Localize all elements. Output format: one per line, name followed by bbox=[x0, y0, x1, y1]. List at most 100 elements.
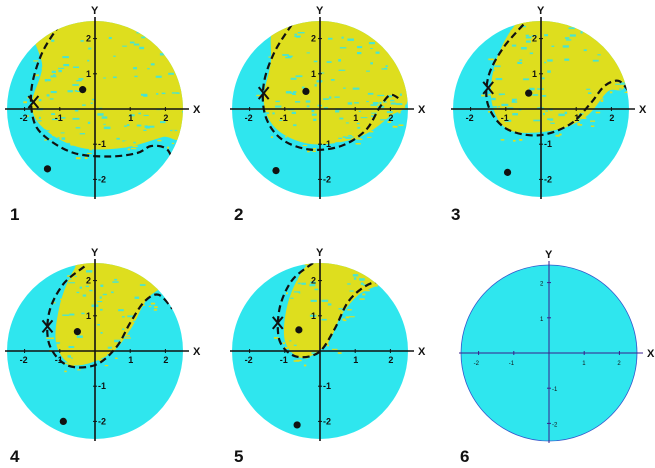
panel-5: -2 -1 1 2 2 1 -1 -2 X Y 5 bbox=[230, 247, 426, 466]
panel-5-x-tick-label: 1 bbox=[353, 355, 358, 365]
panel-2-disk-layer: -2 -1 1 2 2 1 -1 -2 X Y bbox=[230, 5, 426, 199]
panel-1-x-tick-label: -1 bbox=[55, 113, 63, 123]
panel-6-disk-layer: -2 -1 1 2 2 1 -1 -2 X Y bbox=[459, 249, 655, 443]
panel-6-y-axis-label: Y bbox=[545, 249, 553, 261]
panel-2-x-tick-label: -1 bbox=[280, 113, 288, 123]
panel-5-y-tick-label: 2 bbox=[311, 276, 316, 286]
panel-4-saddle-cross bbox=[41, 319, 54, 334]
panel-4-attractor-upper bbox=[73, 328, 81, 336]
panel-1-separatrix-curve bbox=[29, 23, 178, 170]
panel-6: -2 -1 1 2 2 1 -1 -2 X Y 6 bbox=[459, 249, 655, 466]
panel-3-x-tick-label: -1 bbox=[501, 113, 509, 123]
panel-1: -2 -1 1 2 2 1 -1 -2 X Y 1 bbox=[5, 5, 201, 224]
panel-2-x-tick-label: 1 bbox=[353, 113, 358, 123]
panel-4-speckle-outer bbox=[46, 263, 183, 373]
panel-4-y-tick-label: -1 bbox=[98, 381, 106, 391]
panel-3-x-axis-label: X bbox=[639, 104, 647, 116]
panel-4-yellow-region bbox=[55, 263, 183, 366]
panel-5-x-tick-label: -2 bbox=[245, 355, 253, 365]
panel-6-x-tick-label: -1 bbox=[509, 361, 515, 367]
panel-6-y-tick-label: -2 bbox=[552, 422, 558, 428]
panel-1-x-axis-label: X bbox=[193, 104, 201, 116]
panel-5-x-tick-label: -1 bbox=[280, 355, 288, 365]
panel-3-y-tick-label: 2 bbox=[532, 34, 537, 44]
panel-5-y-tick-label: 1 bbox=[311, 311, 316, 321]
panel-3-y-tick-label: -2 bbox=[544, 174, 552, 184]
panel-1-yellow-region bbox=[31, 21, 183, 150]
panel-6-x-tick-label: 1 bbox=[582, 361, 586, 367]
panel-2-y-tick-label: -1 bbox=[323, 139, 331, 149]
panel-2-y-tick-label: -2 bbox=[323, 174, 331, 184]
panel-3-saddle-cross bbox=[482, 81, 494, 95]
panel-1-y-tick-label: 2 bbox=[86, 34, 91, 44]
panel-4-y-tick-label: 1 bbox=[86, 311, 91, 321]
panel-6-y-tick-label: -1 bbox=[552, 387, 558, 393]
panel-2-separatrix-curve bbox=[261, 23, 402, 152]
panel-3-disk-layer: -2 -1 1 2 2 1 -1 -2 X Y bbox=[451, 5, 647, 199]
panel-4-y-axis-label: Y bbox=[91, 247, 99, 259]
panel-5-disk-layer: -2 -1 1 2 2 1 -1 -2 X Y bbox=[230, 247, 426, 441]
panel-1-disk-layer: -2 -1 1 2 2 1 -1 -2 X Y bbox=[5, 5, 201, 199]
panel-1-attractor-lower bbox=[43, 165, 52, 173]
panel-2-y-tick-label: 2 bbox=[311, 34, 316, 44]
panel-5-attractor-upper bbox=[295, 326, 303, 334]
panel-2-attractor-upper bbox=[302, 87, 310, 95]
panel-4-y-tick-label: 2 bbox=[86, 276, 91, 286]
panel-3-y-tick-label: -1 bbox=[544, 139, 552, 149]
panel-4-x-tick-label: 2 bbox=[163, 355, 168, 365]
panel-1-attractor-upper bbox=[79, 86, 87, 94]
panel-2-saddle-cross bbox=[257, 86, 270, 100]
panel-4-x-tick-label: -2 bbox=[20, 355, 28, 365]
panel-5-x-tick-label: 2 bbox=[388, 355, 393, 365]
panel-5-number: 5 bbox=[234, 447, 243, 466]
panel-1-number: 1 bbox=[10, 205, 19, 224]
panel-5-y-axis-label: Y bbox=[316, 247, 324, 259]
panel-4-number: 4 bbox=[10, 447, 20, 466]
panel-3-attractor-lower bbox=[503, 168, 512, 176]
panel-4-x-tick-label: 1 bbox=[128, 355, 133, 365]
panel-3-y-axis-label: Y bbox=[537, 5, 545, 17]
panel-6-number: 6 bbox=[460, 447, 469, 466]
panel-5-x-axis-label: X bbox=[418, 346, 426, 358]
panel-2-number: 2 bbox=[234, 205, 243, 224]
panel-4-x-axis-label: X bbox=[193, 346, 201, 358]
panel-6-y-tick-label: 2 bbox=[540, 282, 544, 288]
panel-4-attractor-lower bbox=[59, 417, 67, 425]
panel-5-attractor-lower bbox=[293, 421, 301, 429]
panel-3-y-tick-label: 1 bbox=[532, 69, 537, 79]
panel-3-x-tick-label: -2 bbox=[466, 113, 474, 123]
panel-2: -2 -1 1 2 2 1 -1 -2 X Y 2 bbox=[230, 5, 426, 224]
panel-2-y-axis-label: Y bbox=[316, 5, 324, 17]
panel-2-x-tick-label: 2 bbox=[388, 113, 393, 123]
panel-2-x-tick-label: -2 bbox=[245, 113, 253, 123]
panel-3-number: 3 bbox=[451, 205, 460, 224]
panel-6-x-tick-label: 2 bbox=[617, 361, 621, 367]
panel-1-x-tick-label: -2 bbox=[20, 113, 28, 123]
panel-6-x-axis-label: X bbox=[647, 348, 655, 360]
panel-1-x-tick-label: 1 bbox=[128, 113, 133, 123]
panel-5-y-tick-label: -1 bbox=[323, 381, 331, 391]
panel-2-x-axis-label: X bbox=[418, 104, 426, 116]
panel-6-y-tick-label: 1 bbox=[540, 317, 544, 323]
panel-2-attractor-lower bbox=[272, 167, 280, 175]
panel-4-disk-layer: -2 -1 1 2 2 1 -1 -2 X Y bbox=[5, 247, 201, 441]
panel-5-y-tick-label: -2 bbox=[323, 416, 331, 426]
panel-2-y-tick-label: 1 bbox=[311, 69, 316, 79]
panel-4-x-tick-label: -1 bbox=[55, 355, 63, 365]
panel-4-y-tick-label: -2 bbox=[98, 416, 106, 426]
panel-2-yellow-region bbox=[263, 21, 408, 145]
panel-1-y-axis-label: Y bbox=[91, 5, 99, 17]
panel-1-y-tick-label: 1 bbox=[86, 69, 91, 79]
panel-3-x-tick-label: 2 bbox=[609, 113, 614, 123]
panel-3: -2 -1 1 2 2 1 -1 -2 X Y 3 bbox=[451, 5, 647, 224]
panel-3-x-tick-label: 1 bbox=[574, 113, 579, 123]
panel-1-speckle bbox=[31, 32, 183, 150]
panel-3-attractor-upper bbox=[525, 89, 533, 97]
panel-1-saddle-cross bbox=[27, 95, 40, 109]
panel-6-x-tick-label: -2 bbox=[474, 361, 480, 367]
panel-3-yellow-region bbox=[490, 21, 629, 133]
panel-4: -2 -1 1 2 2 1 -1 -2 X Y 4 bbox=[5, 247, 201, 466]
panel-3-separatrix-curve bbox=[485, 23, 629, 137]
panel-5-separatrix-curve bbox=[276, 263, 392, 359]
